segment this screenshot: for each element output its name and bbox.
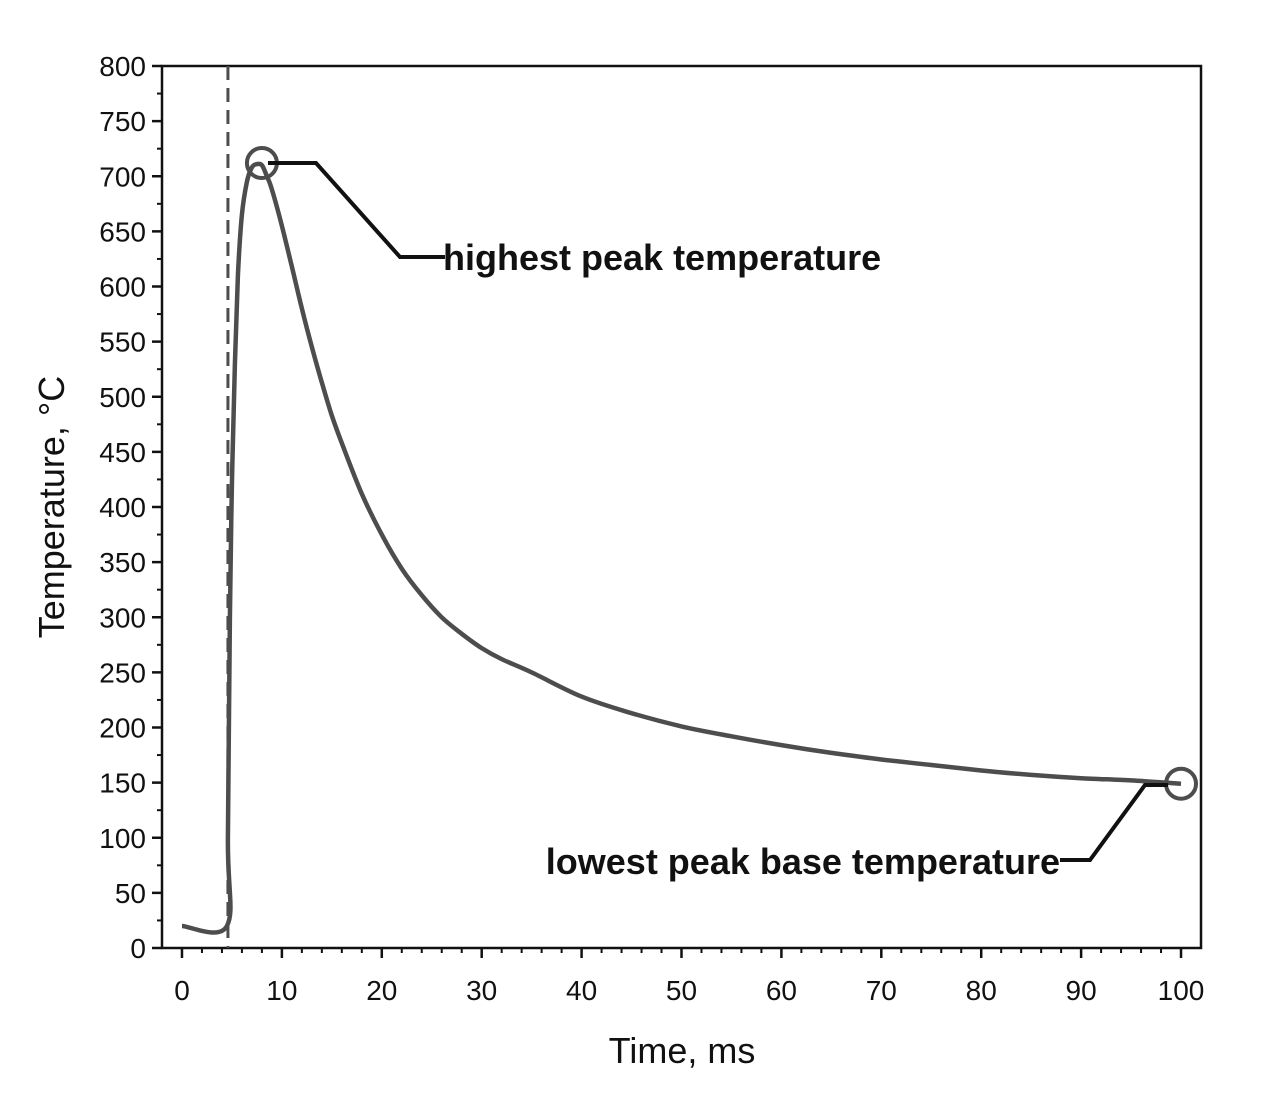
y-tick-label: 350: [99, 547, 146, 578]
y-tick-label: 550: [99, 327, 146, 358]
x-tick-label: 60: [766, 975, 797, 1006]
y-tick-label: 800: [99, 51, 146, 82]
y-axis: 0 50 100 150 200 250 300 350 400 450 500 550 600 650 7…: [99, 51, 162, 964]
y-tick-label: 700: [99, 161, 146, 192]
x-tick-label: 70: [866, 975, 897, 1006]
y-axis-title: Temperature, °C: [31, 376, 72, 639]
x-tick-label: 90: [1066, 975, 1097, 1006]
x-tick-label: 20: [366, 975, 397, 1006]
y-tick-label: 150: [99, 768, 146, 799]
y-tick-label: 250: [99, 657, 146, 688]
x-tick-label: 50: [666, 975, 697, 1006]
lowest-base-leader: [1060, 783, 1168, 862]
y-tick-label: 600: [99, 272, 146, 303]
x-axis: 0 10 20 30 40 50 60 70 80 90 100: [174, 948, 1204, 1006]
temperature-series-line: [181, 161, 1182, 935]
y-tick-label: 200: [99, 713, 146, 744]
y-tick-label: 0: [130, 933, 146, 964]
x-tick-label: 100: [1158, 975, 1205, 1006]
lowest-base-annotation: lowest peak base temperature: [546, 841, 1060, 882]
x-axis-title: Time, ms: [609, 1030, 756, 1071]
x-tick-label: 30: [466, 975, 497, 1006]
plot-frame: [160, 64, 1203, 950]
y-tick-label: 500: [99, 382, 146, 413]
y-tick-label: 50: [115, 878, 146, 909]
highest-peak-leader: [268, 161, 445, 259]
y-tick-label: 100: [99, 823, 146, 854]
y-tick-label: 450: [99, 437, 146, 468]
x-tick-label: 0: [174, 975, 190, 1006]
y-tick-label: 300: [99, 602, 146, 633]
y-tick-label: 650: [99, 216, 146, 247]
highest-peak-annotation: highest peak temperature: [443, 237, 881, 278]
x-tick-label: 10: [266, 975, 297, 1006]
x-tick-label: 40: [566, 975, 597, 1006]
y-tick-label: 750: [99, 106, 146, 137]
x-tick-label: 80: [966, 975, 997, 1006]
y-tick-label: 400: [99, 492, 146, 523]
